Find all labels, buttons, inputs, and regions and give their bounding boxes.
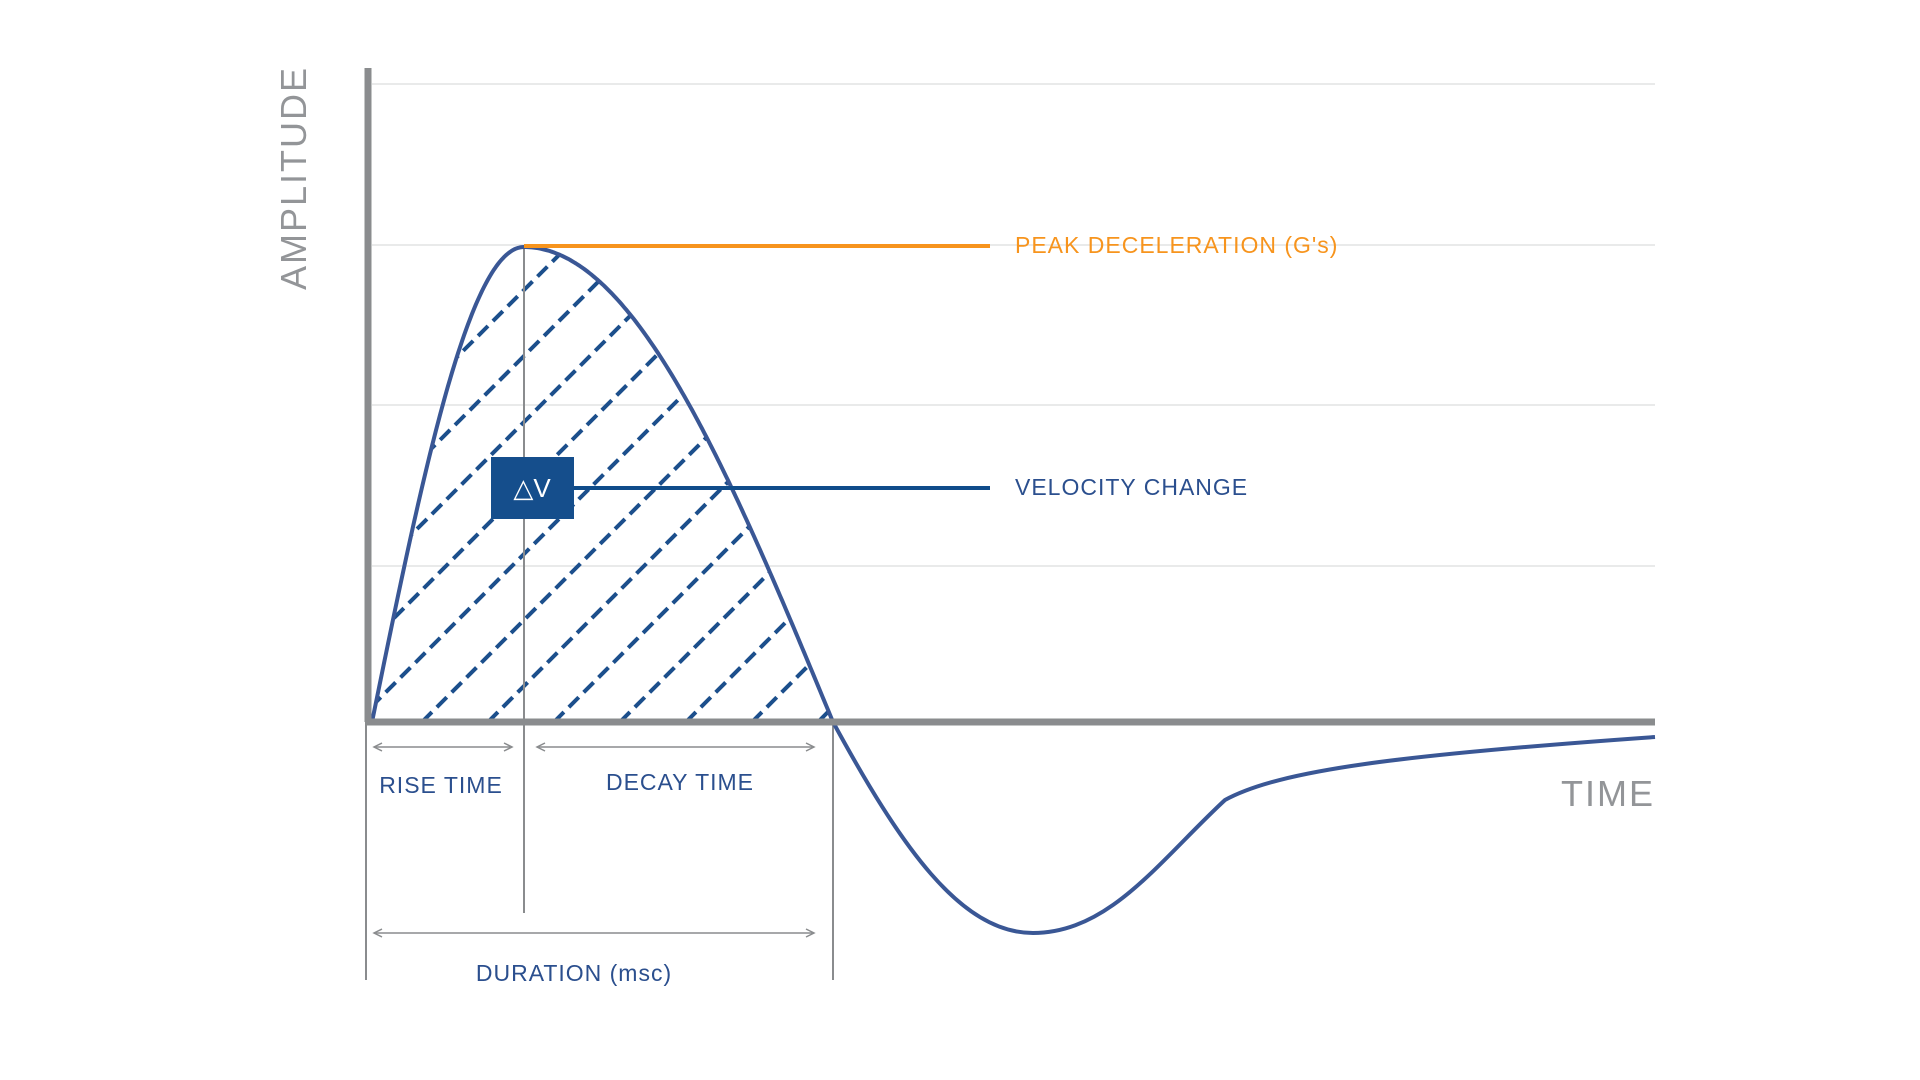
hatch-line xyxy=(618,247,833,722)
rise-time-dimension xyxy=(372,742,514,752)
decay-time-arrow-right xyxy=(805,742,816,752)
hatch-line xyxy=(486,247,833,722)
hatch-line xyxy=(884,222,1384,722)
duration-arrow-right xyxy=(805,928,816,938)
hatch-line xyxy=(372,247,726,722)
duration-dimension xyxy=(372,928,816,938)
hatch-line xyxy=(372,247,528,722)
delta-v-symbol: △V xyxy=(513,473,551,503)
x-axis-title: TIME xyxy=(1561,773,1655,814)
duration-arrow-left xyxy=(372,928,383,938)
hatch-line xyxy=(420,247,833,722)
hatch-line xyxy=(372,247,594,722)
hatch-line xyxy=(950,222,1450,722)
duration-label: DURATION (msc) xyxy=(476,960,672,986)
hatch-line xyxy=(1016,222,1516,722)
velocity-change-hatch-area xyxy=(372,222,1516,722)
hatch-line xyxy=(372,247,660,722)
hatch-line xyxy=(684,247,833,722)
decay-time-dimension xyxy=(535,742,816,752)
decay-time-label: DECAY TIME xyxy=(606,769,754,795)
rise-time-label: RISE TIME xyxy=(379,772,503,798)
hatch-line xyxy=(750,247,833,722)
hatch-line xyxy=(816,247,833,722)
delta-v-box xyxy=(491,457,574,519)
hatch-line xyxy=(372,247,396,722)
shock-pulse-curve xyxy=(370,245,1656,935)
rise-time-arrow-right xyxy=(503,742,514,752)
hatch-line xyxy=(372,247,462,722)
hatch-line xyxy=(552,247,833,722)
rise-time-arrow-left xyxy=(372,742,383,752)
decay-time-arrow-left xyxy=(535,742,546,752)
velocity-change-label: VELOCITY CHANGE xyxy=(1015,474,1248,500)
y-axis-title: AMPLITUDE xyxy=(273,66,314,290)
hatch-line xyxy=(372,247,833,722)
peak-deceleration-label: PEAK DECELERATION (G's) xyxy=(1015,232,1338,258)
